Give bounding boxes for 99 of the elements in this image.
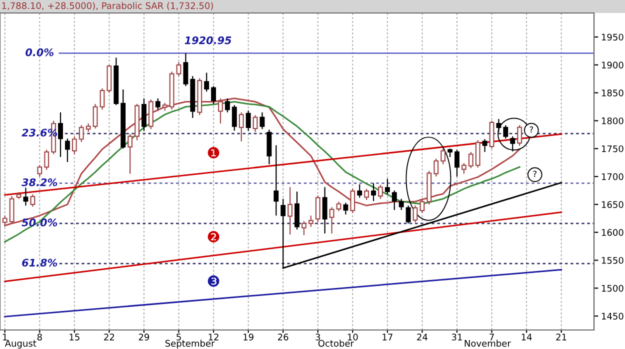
y-tick-label: 1750 bbox=[602, 145, 624, 152]
y-tick-label: 1500 bbox=[602, 284, 624, 292]
candlestick bbox=[142, 98, 146, 132]
x-tick-label: 10 bbox=[348, 334, 358, 340]
annotation: 61.8% bbox=[22, 258, 58, 267]
candlestick bbox=[44, 149, 50, 170]
x-tick-label: 12 bbox=[208, 334, 218, 340]
candlestick bbox=[9, 196, 14, 225]
candlestick bbox=[420, 198, 425, 214]
x-tick-label: 21 bbox=[556, 334, 566, 340]
candlestick bbox=[288, 186, 293, 236]
candlestick bbox=[315, 194, 320, 223]
y-tick-label: 1950 bbox=[602, 34, 624, 41]
candlestick bbox=[322, 186, 328, 234]
candlestick bbox=[2, 215, 8, 226]
candlestick bbox=[384, 178, 390, 195]
x-tick-label: 5 bbox=[176, 334, 181, 340]
x-tick-label: 24 bbox=[417, 334, 428, 340]
y-tick-label: 1550 bbox=[602, 256, 624, 264]
candlestick bbox=[440, 148, 446, 165]
annotation: ❷ bbox=[208, 231, 220, 242]
y-tick-label: 1600 bbox=[602, 229, 624, 236]
x-tick-label: 22 bbox=[104, 334, 114, 340]
candlestick bbox=[246, 110, 251, 132]
candlestick bbox=[364, 188, 370, 201]
candlestick bbox=[72, 136, 77, 155]
candlestick bbox=[434, 158, 439, 178]
candlestick bbox=[204, 72, 210, 92]
candlestick bbox=[224, 98, 230, 113]
x-tick-label: 14 bbox=[522, 334, 532, 340]
candlestick bbox=[155, 98, 160, 110]
text: August bbox=[4, 340, 36, 348]
candlestick bbox=[128, 134, 133, 174]
x-tick-label: 17 bbox=[382, 334, 392, 340]
annotation: 1920.95 bbox=[184, 36, 232, 44]
annotation: ? bbox=[533, 170, 537, 177]
candlestick bbox=[23, 187, 28, 206]
candlestick bbox=[475, 140, 480, 168]
candlestick bbox=[517, 124, 522, 146]
candlestick bbox=[371, 182, 376, 202]
chart-title: 1,788.10, +28.5000), Parabolic SAR (1,732.50) bbox=[2, 2, 213, 10]
candlestick bbox=[392, 190, 397, 211]
x-tick-label: 8 bbox=[37, 334, 42, 340]
x-tick-label: 7 bbox=[490, 334, 494, 340]
candlestick bbox=[92, 103, 98, 130]
candlestick bbox=[30, 194, 36, 208]
candlestick bbox=[294, 191, 300, 230]
y-tick-label: 1850 bbox=[602, 90, 624, 96]
candlestick bbox=[329, 206, 334, 234]
annotation: ? bbox=[530, 126, 534, 133]
candlestick bbox=[468, 151, 474, 169]
x-tick-label: 1 bbox=[2, 334, 7, 340]
x-tick-label: 19 bbox=[244, 334, 254, 340]
candlestick bbox=[100, 88, 105, 110]
x-tick-label: 3 bbox=[316, 334, 320, 340]
candlestick bbox=[37, 164, 42, 178]
y-tick-label: 1800 bbox=[602, 117, 624, 124]
candlestick bbox=[176, 62, 182, 77]
y-tick-label: 1900 bbox=[602, 62, 624, 68]
candlestick bbox=[350, 188, 356, 214]
candlestick bbox=[266, 129, 272, 165]
candlestick bbox=[489, 120, 494, 150]
annotation: ❶ bbox=[208, 147, 220, 158]
candlestick bbox=[65, 138, 70, 163]
x-tick-label: 15 bbox=[70, 334, 80, 340]
candlestick bbox=[308, 215, 314, 228]
text: September bbox=[165, 340, 215, 348]
text: October bbox=[318, 340, 354, 347]
annotation: 0.0% bbox=[26, 48, 54, 56]
candlestick bbox=[336, 201, 342, 212]
candlestick bbox=[398, 198, 404, 211]
candlestick bbox=[454, 149, 460, 178]
annotation: ❸ bbox=[208, 275, 220, 287]
x-tick-label: 26 bbox=[278, 334, 288, 340]
candlestick bbox=[260, 112, 265, 130]
annotation: 38.2% bbox=[22, 178, 58, 186]
text: November bbox=[464, 340, 511, 347]
candlestick bbox=[343, 202, 348, 216]
candlestick bbox=[412, 204, 418, 223]
y-tick-label: 1650 bbox=[602, 201, 624, 208]
candlestick bbox=[232, 104, 237, 132]
candlestick bbox=[252, 114, 258, 132]
candlestick bbox=[482, 138, 488, 153]
candlestick bbox=[274, 144, 279, 216]
candlestick bbox=[301, 220, 306, 236]
y-tick-label: 1450 bbox=[602, 312, 624, 320]
candlestick bbox=[461, 162, 466, 174]
candlestick bbox=[183, 52, 188, 87]
y-tick-label: 1700 bbox=[602, 173, 624, 180]
candlestick bbox=[503, 124, 508, 140]
x-tick-label: 29 bbox=[138, 334, 150, 340]
candlestick bbox=[238, 112, 244, 142]
candlestick bbox=[378, 184, 383, 200]
candlestick bbox=[211, 86, 216, 105]
candlestick bbox=[58, 112, 63, 158]
candlestick bbox=[78, 124, 84, 142]
x-tick-label: 31 bbox=[452, 334, 462, 340]
candlestick bbox=[218, 98, 223, 124]
candlestick bbox=[357, 184, 362, 198]
